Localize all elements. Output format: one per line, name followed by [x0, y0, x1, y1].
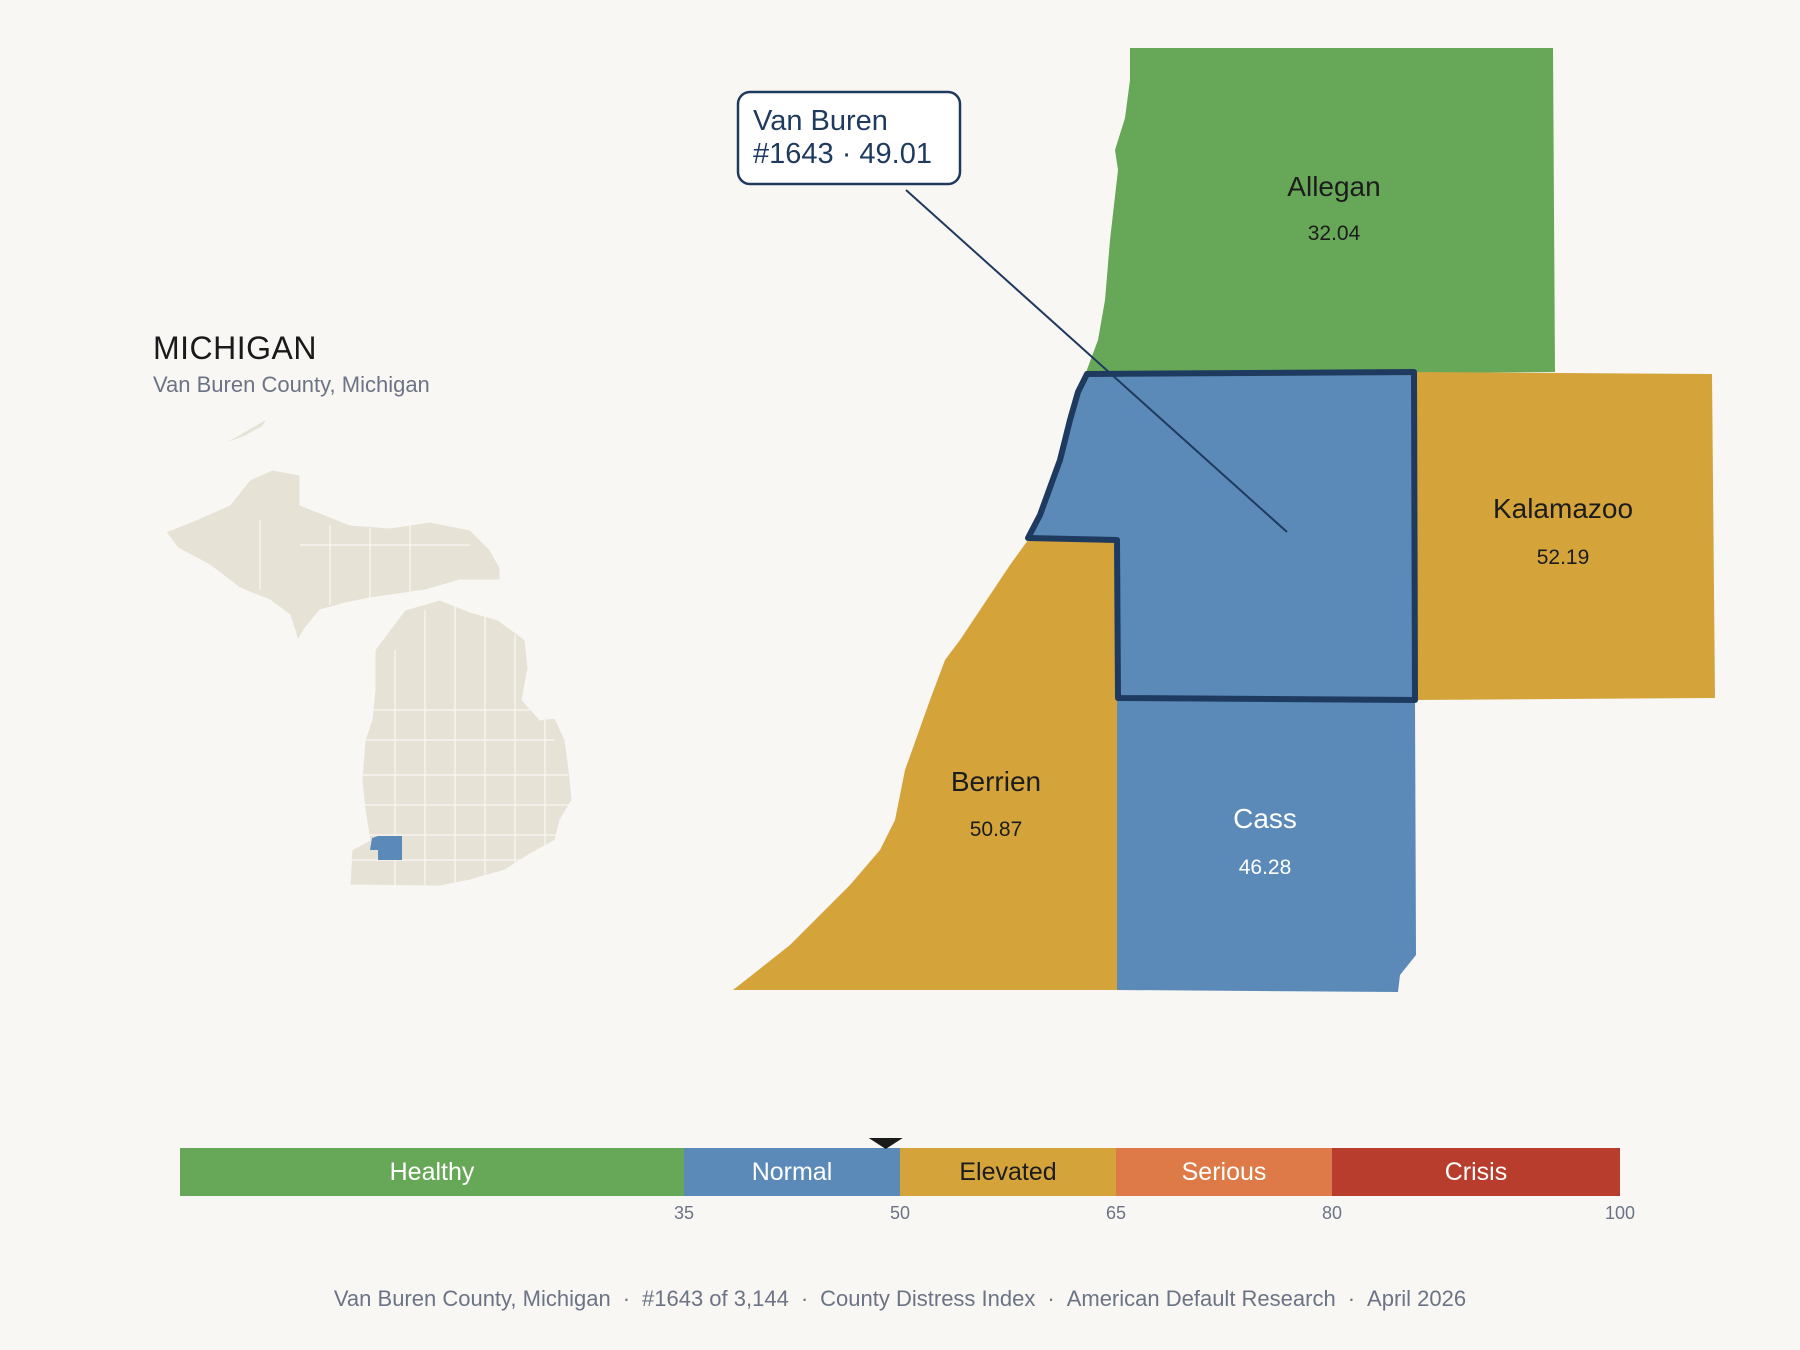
county-cass[interactable] — [1117, 700, 1416, 992]
county-kalamazoo[interactable] — [1415, 372, 1715, 700]
legend-label-healthy: Healthy — [390, 1158, 475, 1186]
label-kalamazoo-name: Kalamazoo — [1493, 493, 1633, 524]
inset-lower-peninsula — [349, 599, 573, 887]
legend-tick-80: 80 — [1322, 1203, 1342, 1223]
legend-label-elevated: Elevated — [959, 1158, 1056, 1186]
county-berrien[interactable] — [733, 540, 1117, 990]
callout-leader-line — [905, 189, 1288, 533]
michigan-inset-map — [165, 420, 573, 887]
county-allegan[interactable] — [1085, 48, 1555, 375]
state-title: MICHIGAN — [153, 330, 317, 366]
footer-county: Van Buren County, Michigan — [333, 1286, 611, 1311]
label-cass-value: 46.28 — [1239, 856, 1292, 879]
footer-separator: · — [800, 1286, 809, 1311]
label-allegan-value: 32.04 — [1308, 222, 1361, 245]
legend-tick-100: 100 — [1605, 1203, 1635, 1223]
legend-tick-50: 50 — [890, 1203, 910, 1223]
label-berrien-name: Berrien — [951, 766, 1041, 797]
footer-separator: · — [1047, 1286, 1055, 1311]
county-map — [733, 48, 1715, 992]
footer-index-name: County Distress Index — [820, 1286, 1036, 1311]
callout-county-name: Van Buren — [753, 105, 888, 137]
county-van-buren[interactable] — [1025, 369, 1418, 703]
label-berrien-value: 50.87 — [970, 818, 1023, 841]
inset-van-buren[interactable] — [378, 836, 402, 860]
county-callout: Van Buren #1643 · 49.01 — [736, 90, 1288, 533]
label-kalamazoo-value: 52.19 — [1537, 546, 1590, 569]
callout-rank-score: #1643 · 49.01 — [753, 138, 932, 170]
legend-band-healthy — [180, 1148, 684, 1196]
callout-box — [736, 90, 962, 186]
legend-band-normal — [684, 1148, 900, 1196]
footer-publisher: American Default Research — [1066, 1286, 1336, 1311]
legend-band-elevated — [900, 1148, 1116, 1196]
distress-scale-legend: Healthy Normal Elevated Serious Crisis 35 50 65… — [180, 1138, 1635, 1223]
footer-date: April 2026 — [1367, 1286, 1467, 1311]
state-subtitle: Van Buren County, Michigan — [153, 372, 430, 397]
inset-isle-royale — [228, 420, 266, 442]
inset-county-grid — [259, 520, 570, 885]
inset-van-buren-lakeshore — [370, 836, 378, 850]
footer-separator: · — [622, 1286, 631, 1311]
legend-marker — [868, 1138, 903, 1149]
legend-band-crisis — [1332, 1148, 1620, 1196]
legend-tick-35: 35 — [674, 1203, 694, 1223]
footer: Van Buren County, Michigan · #1643 of 3,14… — [0, 1286, 1800, 1312]
label-cass-name: Cass — [1233, 803, 1297, 834]
legend-label-normal: Normal — [752, 1158, 833, 1186]
footer-separator: · — [1347, 1286, 1356, 1311]
legend-label-crisis: Crisis — [1445, 1158, 1508, 1186]
legend-band-serious — [1116, 1148, 1332, 1196]
legend-label-serious: Serious — [1182, 1158, 1267, 1186]
footer-rank: #1643 of 3,144 — [642, 1286, 789, 1311]
inset-upper-peninsula — [165, 469, 501, 642]
label-allegan-name: Allegan — [1287, 171, 1380, 202]
legend-tick-65: 65 — [1106, 1203, 1126, 1223]
